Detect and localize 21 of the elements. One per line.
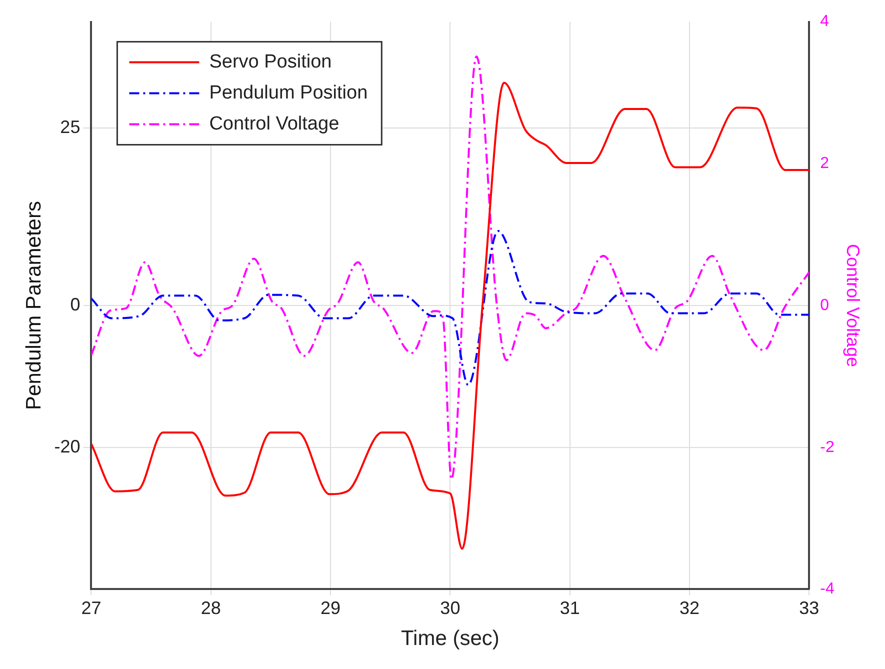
y2-tick-label: -4 — [820, 580, 834, 598]
y2-axis-title: Control Voltage — [843, 244, 864, 368]
y2-tick-label: -2 — [820, 438, 834, 456]
x-tick-label: 29 — [320, 598, 341, 618]
y-tick-label: 0 — [70, 294, 80, 314]
legend-label: Control Voltage — [209, 114, 340, 135]
x-tick-label: 28 — [200, 598, 221, 618]
x-tick-label: 30 — [440, 598, 460, 618]
y2-tick-label: 0 — [820, 296, 830, 314]
y-tick-label: 25 — [60, 117, 80, 138]
y2-tick-label: 4 — [820, 13, 830, 30]
x-tick-label: 32 — [680, 598, 700, 618]
y-axis-title: Pendulum Parameters — [22, 201, 46, 410]
y2-tick-label: 2 — [820, 155, 830, 172]
x-axis-title: Time (sec) — [401, 627, 500, 650]
y-tick-label: -20 — [54, 436, 80, 456]
legend-label: Servo Position — [209, 52, 332, 73]
legend-label: Pendulum Position — [209, 82, 368, 104]
x-tick-label: 27 — [81, 598, 102, 618]
x-tick-label: 33 — [799, 598, 820, 618]
x-tick-label: 31 — [560, 598, 580, 618]
